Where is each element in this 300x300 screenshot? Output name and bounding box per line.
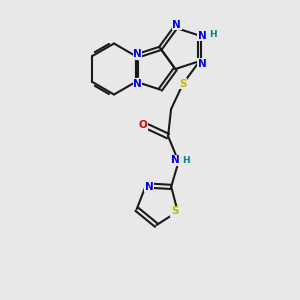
Text: H: H (209, 30, 216, 39)
Text: N: N (133, 79, 142, 89)
Text: N: N (145, 182, 153, 192)
Text: N: N (198, 58, 206, 68)
Text: N: N (198, 31, 206, 40)
Text: H: H (182, 156, 190, 165)
Text: N: N (172, 20, 181, 30)
Text: S: S (179, 79, 187, 88)
Text: S: S (171, 206, 178, 217)
Text: N: N (171, 155, 180, 165)
Text: N: N (133, 49, 142, 59)
Text: O: O (139, 120, 148, 130)
